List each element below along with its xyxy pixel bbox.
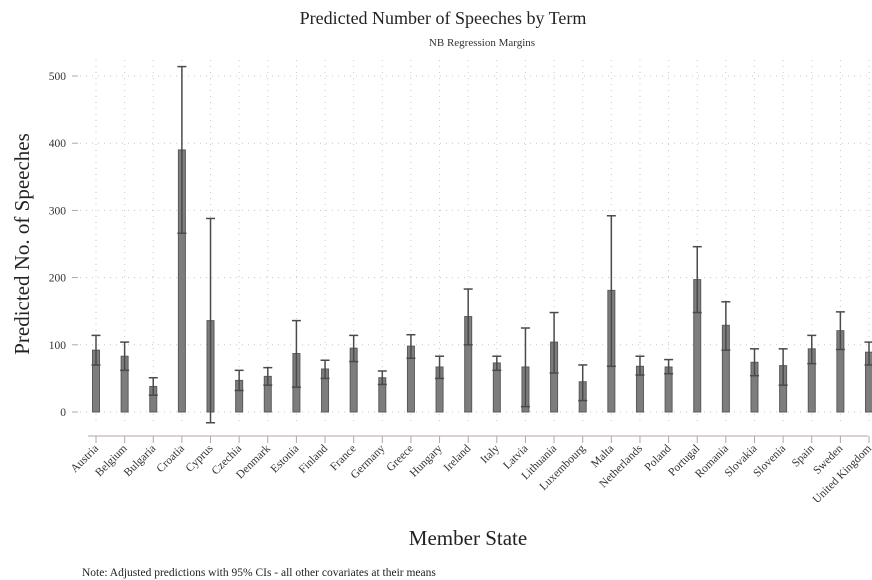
x-tick-label: Slovenia <box>751 443 788 480</box>
y-tick-label: 300 <box>49 205 67 217</box>
x-tick-label: Croatia <box>155 443 187 475</box>
x-tick-label: Estonia <box>269 443 302 476</box>
y-tick-label: 400 <box>49 138 67 150</box>
x-tick-label: Hungary <box>408 442 445 479</box>
y-axis-title: Predicted No. of Speeches <box>10 133 34 355</box>
y-tick-label: 0 <box>60 407 66 419</box>
x-tick-label: Bulgaria <box>122 443 158 479</box>
error-bars <box>91 65 872 424</box>
y-tick-label: 500 <box>49 71 67 83</box>
chart-subtitle: NB Regression Margins <box>429 37 535 49</box>
x-tick-label: Finland <box>297 442 331 476</box>
y-tick-label: 200 <box>49 273 67 285</box>
chart-note: Note: Adjusted predictions with 95% CIs … <box>82 567 436 579</box>
x-tick-label: Ireland <box>442 442 474 474</box>
chart-title: Predicted Number of Speeches by Term <box>300 8 587 28</box>
x-axis: AustriaBelgiumBulgariaCroatiaCyprusCzech… <box>69 435 872 506</box>
y-tick-label: 100 <box>49 340 67 352</box>
y-axis: 0 100 200 300 400 500 <box>49 71 78 419</box>
x-tick-label: Italy <box>479 442 503 466</box>
x-axis-title: Member State <box>409 526 527 550</box>
